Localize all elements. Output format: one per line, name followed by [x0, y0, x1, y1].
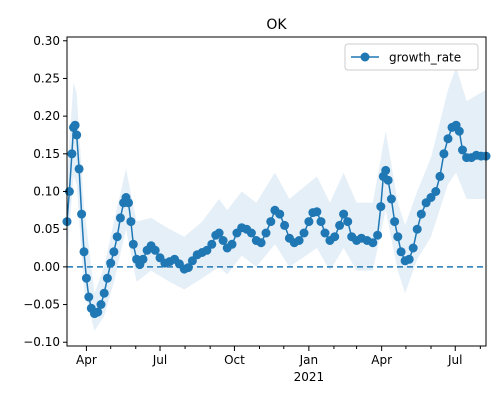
data-point	[246, 228, 256, 238]
data-point	[126, 217, 136, 227]
data-point	[93, 307, 103, 317]
data-point	[393, 232, 403, 242]
data-point	[390, 217, 400, 227]
data-point	[368, 238, 378, 248]
x-tick-label: Apr	[371, 353, 392, 367]
y-tick-label: 0.15	[33, 147, 60, 161]
y-tick-label: −0.10	[23, 335, 60, 349]
data-point	[280, 220, 290, 230]
y-tick-label: 0.30	[33, 34, 60, 48]
axes-layer: −0.10 −0.05 0.00 0.05 0.10 0.15 0.20 0.25 0.30 Ap…	[23, 34, 487, 384]
x-tick-label: Jul	[152, 353, 167, 367]
data-point	[187, 256, 197, 266]
data-point	[335, 220, 345, 230]
x-tick-label: Jul	[447, 353, 462, 367]
data-point	[439, 149, 449, 159]
data-point	[124, 198, 133, 208]
legend-entry-growth-rate: growth_rate	[389, 51, 461, 65]
data-point	[96, 300, 106, 309]
data-point	[373, 230, 383, 240]
data-point	[396, 247, 406, 257]
data-point	[261, 228, 271, 238]
data-point	[138, 254, 148, 264]
legend: growth_rate	[344, 43, 479, 71]
data-point	[443, 134, 453, 144]
data-point	[316, 217, 326, 227]
y-tick-label: 0.10	[33, 185, 60, 199]
data-point	[109, 247, 119, 257]
legend-marker-swatch	[360, 52, 370, 62]
data-point	[214, 228, 224, 238]
data-point	[339, 209, 349, 219]
data-point	[183, 263, 193, 273]
data-point	[383, 175, 393, 185]
data-point	[408, 243, 418, 253]
y-tick-label: 0.05	[33, 222, 60, 236]
data-point	[330, 232, 340, 242]
data-point	[412, 224, 422, 234]
data-point	[294, 236, 304, 245]
data-point	[67, 149, 77, 159]
data-point	[77, 209, 87, 219]
data-point	[115, 213, 125, 223]
data-point	[128, 239, 138, 249]
data-point	[102, 273, 112, 283]
data-point	[343, 217, 353, 227]
data-point	[256, 238, 266, 248]
y-tick-label: 0.25	[33, 71, 60, 85]
data-point	[218, 236, 228, 245]
chart-title: OK	[266, 17, 287, 33]
y-tick-label: 0.00	[33, 260, 60, 274]
x-tick-sublabel: 2021	[294, 370, 325, 384]
data-point	[404, 254, 414, 264]
data-point	[320, 228, 330, 238]
data-point	[435, 171, 445, 181]
legend-box	[344, 43, 479, 71]
data-point	[376, 202, 386, 212]
x-tick-label: Apr	[76, 353, 97, 367]
data-point	[275, 209, 285, 219]
data-point	[79, 247, 89, 257]
data-point	[81, 273, 91, 283]
data-point	[72, 130, 82, 140]
series-layer	[62, 120, 491, 319]
data-point	[84, 292, 94, 302]
data-point	[266, 217, 276, 227]
data-point	[416, 209, 426, 219]
data-point	[99, 288, 109, 298]
data-point	[207, 239, 217, 249]
x-tick-label: Jan	[299, 353, 319, 367]
data-point	[150, 245, 160, 255]
data-point	[70, 120, 80, 130]
data-point	[106, 258, 116, 268]
data-point	[304, 217, 314, 227]
data-point	[74, 164, 84, 174]
data-point	[202, 245, 212, 255]
data-point	[112, 232, 122, 242]
data-point	[381, 165, 391, 175]
data-point	[431, 187, 441, 196]
y-tick-label: 0.20	[33, 109, 60, 123]
data-point	[227, 239, 237, 249]
data-point	[312, 207, 322, 217]
data-point	[299, 228, 309, 238]
y-tick-label: −0.05	[23, 298, 60, 312]
x-tick-label: Oct	[224, 353, 245, 367]
data-point	[386, 194, 396, 204]
data-point	[458, 145, 467, 155]
data-point	[426, 193, 436, 202]
data-point	[454, 126, 464, 136]
